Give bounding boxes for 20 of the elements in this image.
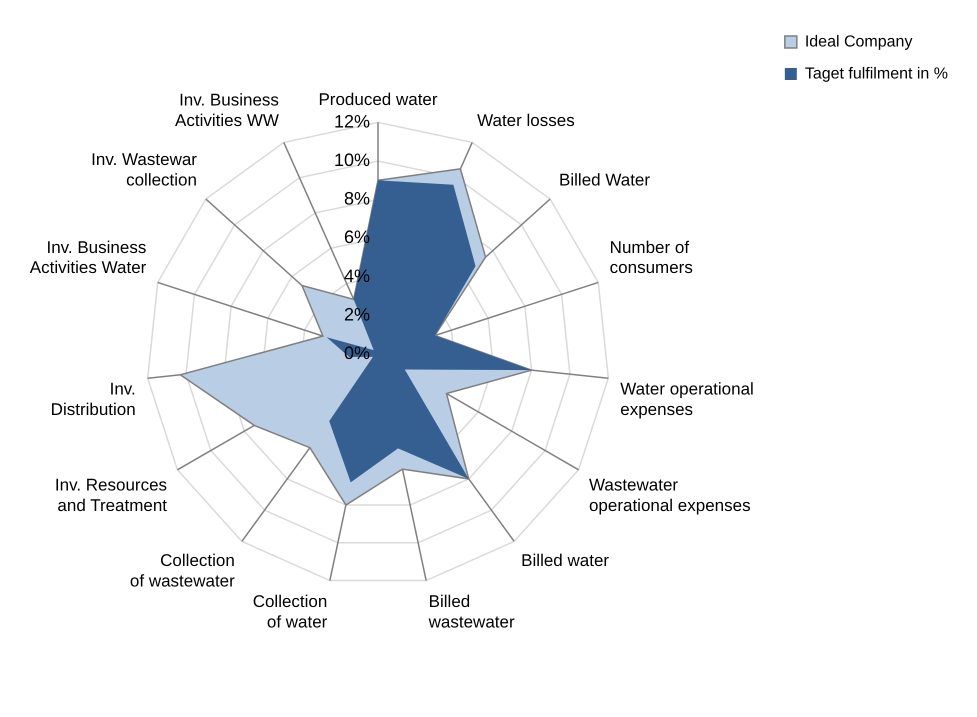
spoke-label: Collection of wastewater <box>130 550 236 590</box>
spoke-label: Billed water <box>521 550 610 570</box>
legend-label: Ideal Company <box>804 33 912 50</box>
y-tick-label: 8% <box>344 188 370 209</box>
spoke-label: Billed wastewater <box>428 592 515 632</box>
spoke-label: Water losses <box>477 110 575 130</box>
spoke-label: Collection of water <box>252 592 328 632</box>
spoke-label: Wastewater operational expenses <box>588 476 751 516</box>
legend-label: Taget fulfilment in % <box>804 65 948 82</box>
spoke-label: Inv. Wastewar collection <box>91 150 198 190</box>
spoke-label: Inv. Distribution <box>50 379 136 419</box>
spoke-label: Inv. Resources and Treatment <box>54 476 168 516</box>
spoke-label: Inv. Business Activities WW <box>175 90 279 130</box>
spoke-label: Billed Water <box>559 170 650 190</box>
spoke-label: Inv. Business Activities Water <box>30 238 147 278</box>
y-tick-label: 12% <box>334 111 370 132</box>
spoke-label: Water operational expenses <box>620 379 754 419</box>
spoke-label: Number of consumers <box>610 238 693 278</box>
spoke-label: Produced water <box>318 90 438 109</box>
y-tick-label: 10% <box>334 150 370 170</box>
